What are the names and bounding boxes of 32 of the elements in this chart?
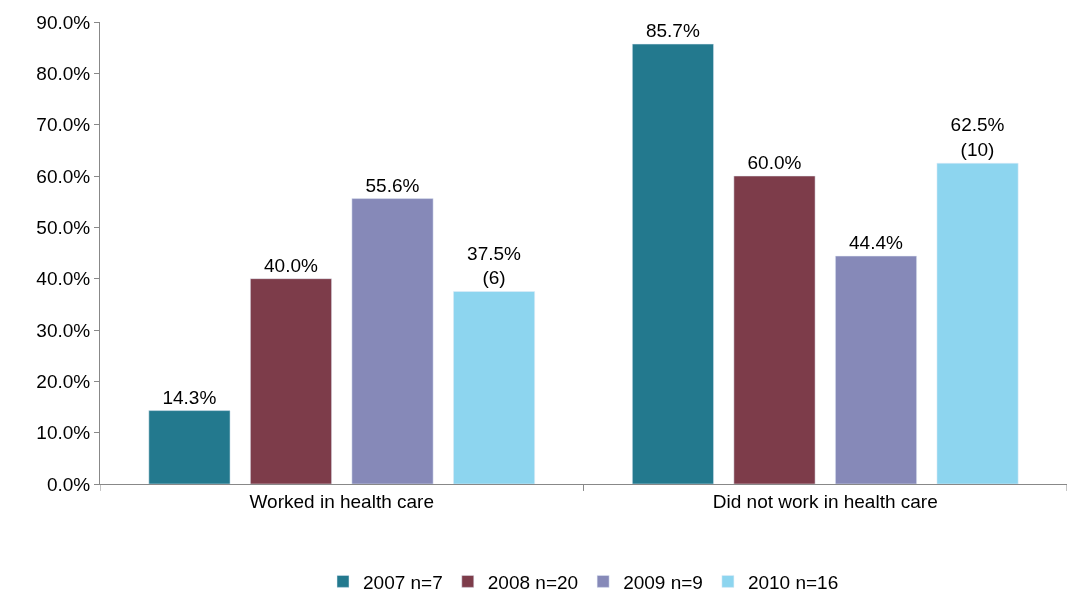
bar <box>835 255 917 484</box>
y-tick-label: 90.0% <box>36 11 91 33</box>
legend-label: 2009 n=9 <box>623 571 703 593</box>
bar <box>936 162 1019 484</box>
y-tick-label: 10.0% <box>36 422 91 444</box>
data-label: 14.3% <box>162 386 217 408</box>
data-label: 37.5% (6) <box>467 242 522 289</box>
data-label: 62.5% (10) <box>950 114 1005 161</box>
legend-label: 2008 n=20 <box>487 571 579 593</box>
bar <box>733 175 816 484</box>
y-tick-label: 40.0% <box>36 268 91 290</box>
bar <box>250 278 332 484</box>
data-label: 44.4% <box>849 232 903 254</box>
bar <box>351 198 434 484</box>
data-label: 40.0% <box>264 254 318 276</box>
legend-label: 2007 n=7 <box>363 571 443 593</box>
y-tick-label: 0.0% <box>46 473 91 495</box>
y-tick-label: 30.0% <box>36 319 91 341</box>
y-tick-label: 70.0% <box>36 114 91 136</box>
data-label: 85.7% <box>645 20 700 42</box>
y-tick-label: 20.0% <box>36 370 91 392</box>
y-tick-label: 80.0% <box>36 62 91 84</box>
y-tick-label: 50.0% <box>36 216 91 238</box>
legend-label: 2010 n=16 <box>747 571 839 593</box>
data-label: 60.0% <box>747 152 802 173</box>
bar <box>632 43 714 484</box>
bar <box>148 410 231 484</box>
x-tick-label: Did not work in health care <box>712 490 938 512</box>
y-tick-label: 60.0% <box>36 165 91 187</box>
bar <box>453 291 535 484</box>
data-label: 55.6% <box>365 174 420 196</box>
x-tick-label: Worked in health care <box>249 490 434 512</box>
